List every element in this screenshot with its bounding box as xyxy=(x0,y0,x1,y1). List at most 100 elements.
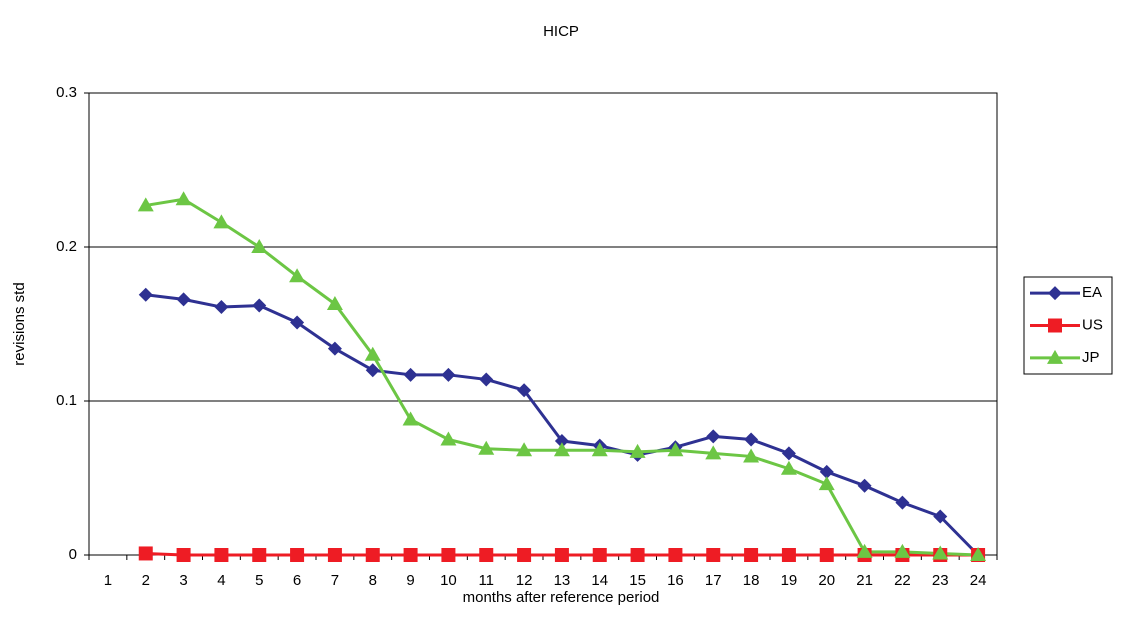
marker xyxy=(743,448,760,463)
x-tick-label: 6 xyxy=(293,572,301,589)
y-tick-label: 0.3 xyxy=(56,84,77,101)
marker xyxy=(175,191,192,206)
y-tick-label: 0 xyxy=(69,546,77,563)
marker xyxy=(517,548,532,562)
x-tick-label: 9 xyxy=(406,572,414,589)
x-tick-label: 13 xyxy=(554,572,571,589)
marker xyxy=(441,548,456,562)
marker xyxy=(517,383,532,398)
x-tick-label: 7 xyxy=(331,572,339,589)
marker xyxy=(1047,349,1063,364)
marker xyxy=(403,367,418,382)
marker xyxy=(706,429,721,444)
marker xyxy=(252,298,267,313)
marker xyxy=(290,548,305,562)
marker xyxy=(781,446,796,461)
legend-label: EA xyxy=(1082,284,1102,301)
marker xyxy=(629,443,646,458)
marker xyxy=(327,548,342,562)
x-tick-label: 20 xyxy=(818,572,835,589)
marker xyxy=(894,543,911,558)
x-tick-label: 15 xyxy=(629,572,646,589)
y-tick-label: 0.2 xyxy=(56,238,77,255)
marker xyxy=(592,548,607,562)
marker xyxy=(706,548,721,562)
marker xyxy=(554,434,569,449)
marker xyxy=(365,363,380,378)
marker xyxy=(365,548,380,562)
marker xyxy=(554,548,569,562)
x-tick-label: 8 xyxy=(369,572,377,589)
x-tick-label: 22 xyxy=(894,572,911,589)
x-tick-label: 14 xyxy=(591,572,608,589)
series-line xyxy=(145,293,980,557)
x-tick-label: 21 xyxy=(856,572,873,589)
x-tick-label: 10 xyxy=(440,572,457,589)
x-tick-label: 19 xyxy=(781,572,798,589)
marker xyxy=(667,442,684,457)
x-tick-label: 24 xyxy=(970,572,987,589)
marker xyxy=(819,464,834,479)
legend-label: US xyxy=(1082,316,1103,333)
x-tick-label: 18 xyxy=(743,572,760,589)
marker xyxy=(479,372,494,387)
marker xyxy=(1048,318,1062,333)
marker xyxy=(440,431,457,446)
legend-label: JP xyxy=(1082,349,1100,366)
marker xyxy=(591,442,608,457)
x-tick-label: 11 xyxy=(478,572,494,589)
marker xyxy=(251,239,268,253)
marker xyxy=(326,295,343,310)
marker xyxy=(138,546,153,561)
marker xyxy=(403,548,418,562)
x-tick-label: 5 xyxy=(255,572,263,589)
marker xyxy=(478,440,495,455)
x-tick-label: 4 xyxy=(217,572,225,589)
marker xyxy=(137,197,154,212)
marker xyxy=(857,478,872,493)
marker xyxy=(744,548,759,562)
x-axis-label: months after reference period xyxy=(463,589,660,606)
marker xyxy=(856,543,873,558)
x-tick-label: 1 xyxy=(104,572,112,589)
marker xyxy=(176,548,191,562)
legend: EA US JP xyxy=(1023,276,1113,375)
marker xyxy=(819,548,834,562)
marker xyxy=(705,445,722,460)
marker xyxy=(176,292,191,307)
marker xyxy=(516,442,533,457)
marker xyxy=(895,495,910,510)
marker xyxy=(780,460,797,475)
marker xyxy=(290,315,305,330)
x-tick-label: 23 xyxy=(932,572,949,589)
y-axis-label: revisions std xyxy=(11,282,28,365)
x-tick-label: 17 xyxy=(705,572,722,589)
marker xyxy=(441,367,456,382)
x-tick-label: 2 xyxy=(142,572,150,589)
marker xyxy=(668,548,683,562)
y-tick-label: 0.1 xyxy=(56,392,77,409)
marker xyxy=(138,287,153,302)
marker xyxy=(289,268,306,283)
marker xyxy=(970,547,987,561)
x-tick-label: 12 xyxy=(516,572,533,589)
chart-title: HICP xyxy=(543,23,579,40)
series-line xyxy=(145,197,979,557)
marker xyxy=(1048,286,1062,301)
marker xyxy=(781,548,796,562)
marker xyxy=(252,548,267,562)
marker xyxy=(553,442,570,457)
marker xyxy=(214,300,229,315)
marker xyxy=(213,214,230,229)
marker xyxy=(932,545,949,560)
x-tick-label: 3 xyxy=(179,572,187,589)
marker xyxy=(818,476,835,491)
marker xyxy=(214,548,229,562)
marker xyxy=(402,411,419,426)
marker xyxy=(479,548,494,562)
marker xyxy=(933,509,948,524)
marker xyxy=(630,548,645,562)
marker xyxy=(744,432,759,447)
marker xyxy=(327,341,342,356)
